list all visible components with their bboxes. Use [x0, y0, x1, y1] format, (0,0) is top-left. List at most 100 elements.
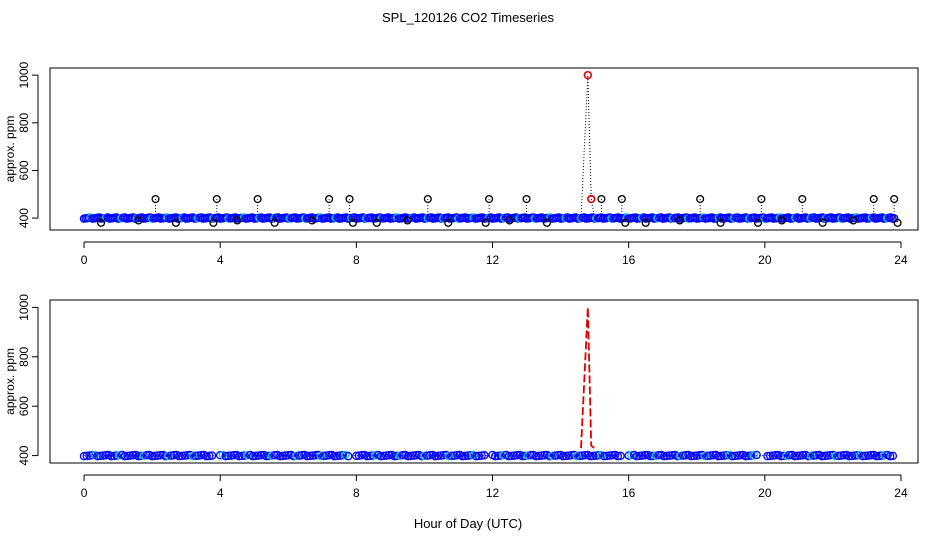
data-point: [561, 451, 571, 461]
outlier-point: [849, 216, 858, 225]
data-point: [872, 451, 881, 461]
data-point: [224, 451, 233, 461]
data-point: [251, 451, 260, 461]
data-point: [548, 451, 557, 461]
data-point: [809, 451, 819, 460]
x-tick-label: 12: [486, 253, 500, 267]
outlier-point: [212, 194, 221, 204]
y-tick-label: 600: [17, 160, 31, 180]
data-point: [490, 451, 500, 461]
data-point: [147, 451, 157, 461]
data-point: [254, 451, 263, 460]
data-point: [284, 451, 293, 460]
data-point: [700, 451, 710, 461]
data-point: [194, 451, 203, 460]
data-point: [93, 451, 102, 461]
data-point: [278, 451, 288, 461]
outlier-point: [270, 218, 279, 227]
data-point: [264, 451, 274, 461]
outlier-point: [485, 194, 494, 204]
data-point: [256, 451, 266, 460]
data-point: [188, 451, 198, 461]
outlier-point: [542, 218, 552, 227]
outlier-point: [372, 218, 381, 227]
data-point: [452, 451, 462, 460]
spike-line: [580, 307, 596, 449]
top-panel: 0 4 8 12 16 20 24 400 600 800 1000 approx. ppm: [3, 61, 919, 267]
data-point: [98, 451, 108, 460]
data-point: [520, 451, 530, 461]
data-point: [205, 451, 214, 461]
data-point: [292, 451, 301, 461]
data-point: [608, 451, 617, 460]
data-point: [474, 451, 484, 461]
data-point: [727, 451, 737, 461]
data-point: [736, 451, 745, 460]
outlier-point: [890, 194, 899, 204]
x-tick-label: 8: [353, 253, 360, 267]
data-point: [844, 451, 854, 461]
x-tick-label: 0: [81, 253, 88, 267]
data-point: [229, 451, 239, 460]
data-point: [243, 451, 252, 460]
data-point: [496, 451, 505, 460]
outlier-point: [621, 218, 630, 227]
data-point: [806, 451, 816, 461]
data-point: [847, 451, 857, 461]
data-point: [678, 451, 688, 460]
data-point: [624, 451, 633, 460]
y-axis-label: approx. ppm: [3, 116, 17, 183]
outlier-point: [444, 218, 453, 227]
y-axis-label: approx. ppm: [3, 348, 17, 415]
y-tick-label: 800: [17, 112, 31, 132]
data-point: [741, 451, 751, 461]
data-point: [594, 451, 603, 460]
data-point: [248, 451, 258, 461]
data-point: [352, 451, 361, 461]
data-point: [128, 451, 138, 460]
data-point: [311, 451, 320, 460]
data-point: [662, 451, 672, 461]
data-point: [752, 450, 761, 460]
outlier-point: [171, 218, 180, 227]
outlier-point: [403, 216, 412, 225]
data-point: [461, 451, 470, 461]
data-point: [880, 451, 889, 460]
x-tick-label: 24: [894, 486, 908, 500]
data-point: [676, 451, 685, 461]
data-point: [888, 451, 898, 461]
data-point: [433, 451, 443, 461]
data-point: [510, 451, 519, 460]
data-point: [817, 451, 827, 461]
data-point: [850, 451, 859, 460]
data-point: [289, 451, 298, 461]
data-point: [744, 451, 753, 461]
data-point: [733, 451, 742, 460]
data-point: [237, 451, 247, 461]
data-point: [580, 451, 590, 460]
data-point: [648, 451, 658, 461]
data-point: [537, 451, 546, 460]
data-point: [687, 451, 696, 461]
data-point: [613, 451, 623, 461]
data-point: [804, 451, 813, 461]
data-point: [825, 451, 835, 460]
data-point: [567, 451, 576, 460]
data-point: [708, 451, 718, 460]
data-point: [834, 451, 843, 461]
data-point: [417, 451, 426, 461]
data-point: [447, 451, 456, 461]
data-point: [425, 451, 435, 460]
data-point: [518, 451, 527, 461]
data-point: [471, 451, 481, 461]
data-point: [531, 451, 541, 461]
data-point: [82, 451, 92, 461]
data-point: [196, 451, 206, 460]
outlier-point: [522, 194, 531, 204]
x-tick-label: 8: [353, 486, 360, 500]
data-point: [450, 451, 459, 460]
data-point: [134, 451, 143, 461]
data-point: [768, 451, 778, 460]
data-point: [85, 451, 94, 460]
